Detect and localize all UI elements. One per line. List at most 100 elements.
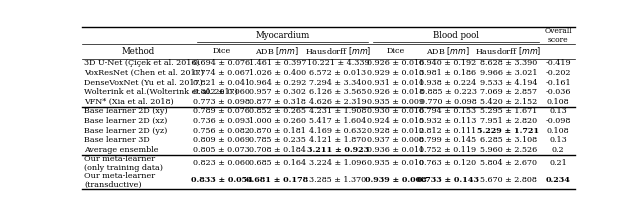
Text: 4.231 ± 1.908: 4.231 ± 1.908 bbox=[309, 107, 367, 115]
Text: 0.774 ± 0.067: 0.774 ± 0.067 bbox=[193, 69, 250, 77]
Text: 0.13: 0.13 bbox=[549, 107, 567, 115]
Text: 1.000 ± 0.260: 1.000 ± 0.260 bbox=[249, 117, 306, 125]
Text: ADB $[mm]$: ADB $[mm]$ bbox=[426, 45, 470, 57]
Text: 6.285 ± 3.108: 6.285 ± 3.108 bbox=[480, 136, 537, 144]
Text: 0.937 ± 0.008: 0.937 ± 0.008 bbox=[367, 136, 424, 144]
Text: 0.812 ± 0.111: 0.812 ± 0.111 bbox=[419, 127, 477, 135]
Text: 0.833 ± 0.054: 0.833 ± 0.054 bbox=[191, 176, 253, 184]
Text: 5.229 ± 1.721: 5.229 ± 1.721 bbox=[477, 127, 540, 135]
Text: Dice: Dice bbox=[387, 47, 404, 55]
Text: 0.799 ± 0.145: 0.799 ± 0.145 bbox=[419, 136, 477, 144]
Text: Base learner 3D: Base learner 3D bbox=[84, 136, 150, 144]
Text: 0.929 ± 0.013: 0.929 ± 0.013 bbox=[367, 69, 424, 77]
Text: -0.036: -0.036 bbox=[545, 88, 571, 96]
Text: 0.885 ± 0.223: 0.885 ± 0.223 bbox=[420, 88, 477, 96]
Text: 3.224 ± 1.096: 3.224 ± 1.096 bbox=[309, 159, 367, 167]
Text: VoxResNet (Chen et al. 2017): VoxResNet (Chen et al. 2017) bbox=[84, 69, 204, 77]
Text: 5.670 ± 2.808: 5.670 ± 2.808 bbox=[480, 176, 537, 184]
Text: 0.931 ± 0.011: 0.931 ± 0.011 bbox=[367, 79, 424, 87]
Text: 3D U-Net (Çiçek et al. 2016): 3D U-Net (Çiçek et al. 2016) bbox=[84, 59, 200, 67]
Text: 7.069 ± 2.857: 7.069 ± 2.857 bbox=[480, 88, 537, 96]
Text: DenseVoxNet (Yu et al. 2017): DenseVoxNet (Yu et al. 2017) bbox=[84, 79, 204, 87]
Text: 0.852 ± 0.265: 0.852 ± 0.265 bbox=[249, 107, 306, 115]
Text: 3.285 ± 1.370: 3.285 ± 1.370 bbox=[309, 176, 367, 184]
Text: 0.752 ± 0.119: 0.752 ± 0.119 bbox=[419, 146, 477, 154]
Text: 0.939 ± 0.008: 0.939 ± 0.008 bbox=[365, 176, 426, 184]
Text: 1.461 ± 0.397: 1.461 ± 0.397 bbox=[249, 59, 306, 67]
Text: 10.221 ± 4.339: 10.221 ± 4.339 bbox=[307, 59, 369, 67]
Text: 8.628 ± 3.390: 8.628 ± 3.390 bbox=[480, 59, 537, 67]
Text: Hausdorff $[mm]$: Hausdorff $[mm]$ bbox=[305, 45, 371, 57]
Text: Base learner 2D (yz): Base learner 2D (yz) bbox=[84, 127, 168, 135]
Text: 0.770 ± 0.098: 0.770 ± 0.098 bbox=[420, 98, 476, 106]
Text: 0.926 ± 0.018: 0.926 ± 0.018 bbox=[367, 88, 424, 96]
Text: 0.964 ± 0.292: 0.964 ± 0.292 bbox=[249, 79, 306, 87]
Text: 0.2: 0.2 bbox=[552, 146, 564, 154]
Text: Wolterink et al.(Wolterink et al. 2017): Wolterink et al.(Wolterink et al. 2017) bbox=[84, 88, 238, 96]
Text: 0.928 ± 0.012: 0.928 ± 0.012 bbox=[367, 127, 424, 135]
Text: 0.681 ± 0.178: 0.681 ± 0.178 bbox=[246, 176, 308, 184]
Text: 3.211 ± 0.923: 3.211 ± 0.923 bbox=[307, 146, 369, 154]
Text: Base learner 2D (xz): Base learner 2D (xz) bbox=[84, 117, 168, 125]
Text: 0.789 ± 0.076: 0.789 ± 0.076 bbox=[193, 107, 250, 115]
Text: 0.935 ± 0.010: 0.935 ± 0.010 bbox=[367, 159, 424, 167]
Text: VFN* (Xia et al. 2018): VFN* (Xia et al. 2018) bbox=[84, 98, 174, 106]
Text: Dice: Dice bbox=[212, 47, 231, 55]
Text: 0.809 ± 0.069: 0.809 ± 0.069 bbox=[193, 136, 250, 144]
Text: 0.981 ± 0.186: 0.981 ± 0.186 bbox=[419, 69, 477, 77]
Text: 0.938 ± 0.224: 0.938 ± 0.224 bbox=[419, 79, 477, 87]
Text: 4.169 ± 0.632: 4.169 ± 0.632 bbox=[309, 127, 367, 135]
Text: 0.870 ± 0.181: 0.870 ± 0.181 bbox=[249, 127, 306, 135]
Text: Overall
score: Overall score bbox=[545, 27, 572, 44]
Text: 5.295 ± 1.671: 5.295 ± 1.671 bbox=[480, 107, 537, 115]
Text: Blood pool: Blood pool bbox=[433, 31, 479, 40]
Text: -0.098: -0.098 bbox=[545, 117, 571, 125]
Text: 0.773 ± 0.098: 0.773 ± 0.098 bbox=[193, 98, 250, 106]
Text: Our meta-learner
(only training data): Our meta-learner (only training data) bbox=[84, 155, 163, 172]
Text: 0.756 ± 0.082: 0.756 ± 0.082 bbox=[193, 127, 250, 135]
Text: 0.794 ± 0.153: 0.794 ± 0.153 bbox=[419, 107, 477, 115]
Text: 6.126 ± 3.565: 6.126 ± 3.565 bbox=[309, 88, 367, 96]
Text: ADB $[mm]$: ADB $[mm]$ bbox=[255, 45, 300, 57]
Text: 5.804 ± 2.670: 5.804 ± 2.670 bbox=[480, 159, 537, 167]
Text: 9.533 ± 4.194: 9.533 ± 4.194 bbox=[480, 79, 538, 87]
Text: 0.940 ± 0.192: 0.940 ± 0.192 bbox=[419, 59, 477, 67]
Text: 1.026 ± 0.400: 1.026 ± 0.400 bbox=[249, 69, 306, 77]
Text: 5.417 ± 1.604: 5.417 ± 1.604 bbox=[309, 117, 367, 125]
Text: 0.108: 0.108 bbox=[547, 127, 570, 135]
Text: Base learner 2D (xy): Base learner 2D (xy) bbox=[84, 107, 168, 115]
Text: 0.877 ± 0.318: 0.877 ± 0.318 bbox=[249, 98, 306, 106]
Text: 0.763 ± 0.120: 0.763 ± 0.120 bbox=[419, 159, 477, 167]
Text: Our meta-learner
(transductive): Our meta-learner (transductive) bbox=[84, 172, 156, 189]
Text: 4.121 ± 1.870: 4.121 ± 1.870 bbox=[309, 136, 367, 144]
Text: 6.572 ± 0.013: 6.572 ± 0.013 bbox=[309, 69, 367, 77]
Text: 0.935 ± 0.009: 0.935 ± 0.009 bbox=[367, 98, 424, 106]
Text: 0.234: 0.234 bbox=[546, 176, 571, 184]
Text: 0.823 ± 0.060: 0.823 ± 0.060 bbox=[193, 159, 250, 167]
Text: 7.294 ± 3.340: 7.294 ± 3.340 bbox=[309, 79, 367, 87]
Text: 0.108: 0.108 bbox=[547, 98, 570, 106]
Text: 0.805 ± 0.073: 0.805 ± 0.073 bbox=[193, 146, 250, 154]
Text: 0.13: 0.13 bbox=[549, 136, 567, 144]
Text: 0.736 ± 0.093: 0.736 ± 0.093 bbox=[193, 117, 250, 125]
Text: 9.966 ± 3.021: 9.966 ± 3.021 bbox=[480, 69, 538, 77]
Text: 0.926 ± 0.016: 0.926 ± 0.016 bbox=[367, 59, 424, 67]
Text: 0.932 ± 0.113: 0.932 ± 0.113 bbox=[419, 117, 477, 125]
Text: 4.626 ± 2.319: 4.626 ± 2.319 bbox=[309, 98, 367, 106]
Text: 0.821 ± 0.041: 0.821 ± 0.041 bbox=[193, 79, 250, 87]
Text: -0.161: -0.161 bbox=[545, 79, 571, 87]
Text: 0.785 ± 0.235: 0.785 ± 0.235 bbox=[249, 136, 306, 144]
Text: 0.733 ± 0.143: 0.733 ± 0.143 bbox=[417, 176, 479, 184]
Text: -0.202: -0.202 bbox=[545, 69, 571, 77]
Text: Hausdorff $[mm]$: Hausdorff $[mm]$ bbox=[476, 45, 542, 57]
Text: Method: Method bbox=[122, 47, 155, 56]
Text: 0.924 ± 0.015: 0.924 ± 0.015 bbox=[367, 117, 424, 125]
Text: 0.930 ± 0.016: 0.930 ± 0.016 bbox=[367, 107, 424, 115]
Text: -0.419: -0.419 bbox=[545, 59, 571, 67]
Text: 0.685 ± 0.164: 0.685 ± 0.164 bbox=[249, 159, 306, 167]
Text: 0.21: 0.21 bbox=[549, 159, 567, 167]
Text: 0.802 ± 0.060: 0.802 ± 0.060 bbox=[193, 88, 250, 96]
Text: 0.957 ± 0.302: 0.957 ± 0.302 bbox=[249, 88, 306, 96]
Text: Myocardium: Myocardium bbox=[255, 31, 310, 40]
Text: Average ensemble: Average ensemble bbox=[84, 146, 159, 154]
